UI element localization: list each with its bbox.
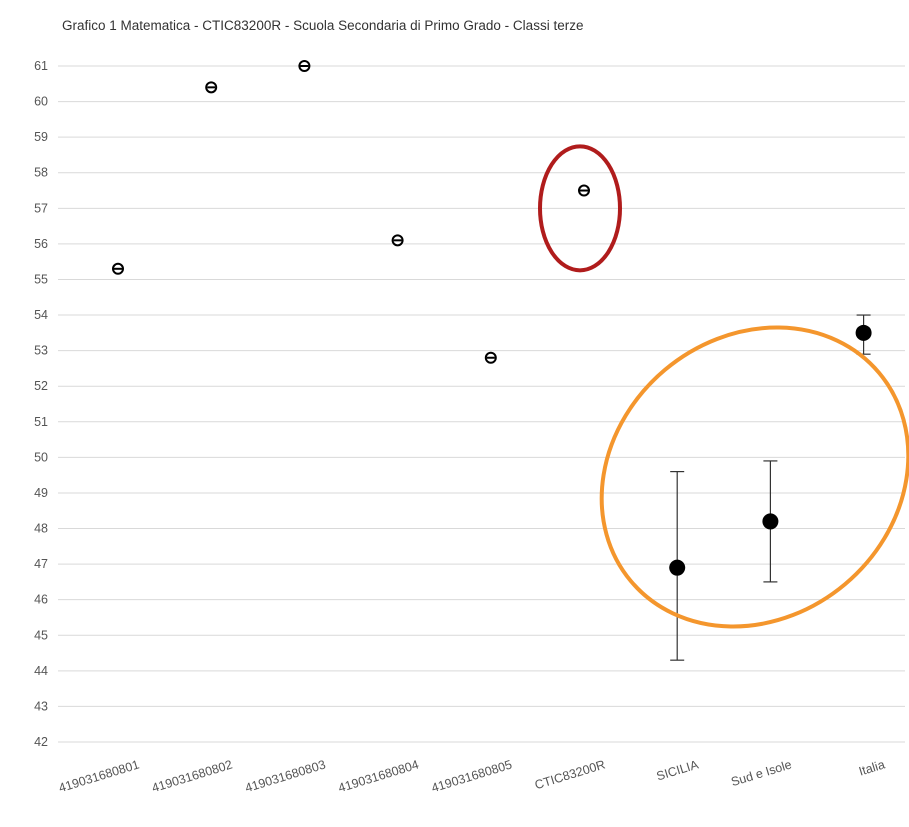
x-tick-label-2: 419031680802 <box>150 757 234 795</box>
y-tick-label-60: 60 <box>34 95 48 109</box>
y-tick-label-50: 50 <box>34 450 48 464</box>
x-tick-label-7: SICILIA <box>655 757 701 783</box>
y-tick-label-55: 55 <box>34 272 48 286</box>
annotations-layer <box>538 144 909 629</box>
y-tick-label-45: 45 <box>34 628 48 642</box>
y-tick-label-49: 49 <box>34 486 48 500</box>
y-tick-label-58: 58 <box>34 166 48 180</box>
y-tick-label-51: 51 <box>34 415 48 429</box>
x-tick-label-9: Italia <box>857 757 886 778</box>
x-tick-label-8: Sud e Isole <box>729 757 793 789</box>
y-axis-ticks: 42 43 44 45 46 47 48 49 50 51 52 53 54 55 56 57 58 59 60 61 <box>34 59 48 749</box>
y-tick-label-56: 56 <box>34 237 48 251</box>
chart-title: Grafico 1 Matematica - CTIC83200R - Scuo… <box>62 18 584 33</box>
x-tick-label-3: 419031680803 <box>243 757 327 795</box>
y-tick-label-53: 53 <box>34 344 48 358</box>
x-axis-ticks: 419031680801 419031680802 419031680803 4190… <box>57 757 887 795</box>
data-point-9 <box>855 324 872 341</box>
grid-layer <box>58 65 905 743</box>
y-tick-label-61: 61 <box>34 59 48 73</box>
y-tick-label-42: 42 <box>34 735 48 749</box>
y-tick-label-47: 47 <box>34 557 48 571</box>
x-tick-label-6: CTIC83200R <box>533 757 607 792</box>
points-layer <box>112 60 872 576</box>
error-bars-layer <box>670 314 871 661</box>
y-tick-label-44: 44 <box>34 664 48 678</box>
x-tick-label-1: 419031680801 <box>57 757 141 795</box>
y-tick-label-54: 54 <box>34 308 48 322</box>
x-tick-label-5: 419031680805 <box>430 757 514 795</box>
x-tick-label-4: 419031680804 <box>337 757 421 795</box>
y-tick-label-59: 59 <box>34 130 48 144</box>
data-point-8 <box>762 513 779 530</box>
highlight-ellipse-red <box>538 144 622 273</box>
highlight-ellipse-orange <box>599 325 909 629</box>
y-tick-label-52: 52 <box>34 379 48 393</box>
y-tick-label-43: 43 <box>34 699 48 713</box>
y-tick-label-46: 46 <box>34 593 48 607</box>
y-tick-label-57: 57 <box>34 201 48 215</box>
data-point-7 <box>669 559 686 576</box>
y-tick-label-48: 48 <box>34 522 48 536</box>
